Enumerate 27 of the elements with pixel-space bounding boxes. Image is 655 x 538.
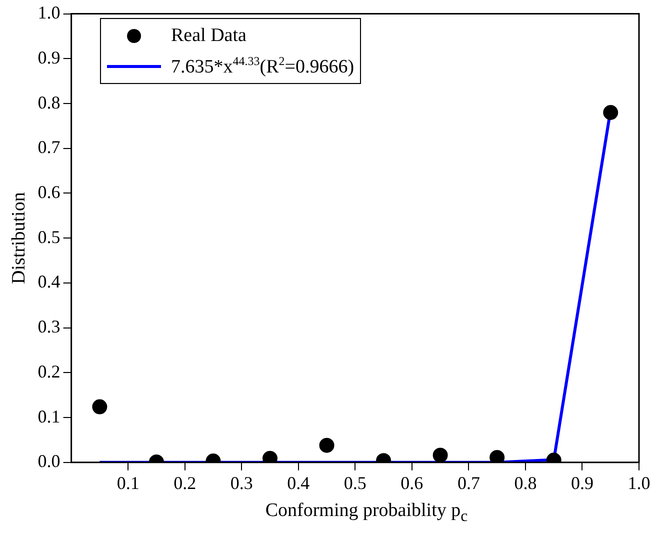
x-tick-label: 0.3 <box>230 472 253 493</box>
legend-label: Real Data <box>171 25 246 47</box>
y-axis-title: Distribution <box>8 192 30 284</box>
y-tick-label: 0.2 <box>38 361 60 382</box>
y-tick-label: 0.7 <box>38 137 60 158</box>
x-tick-label: 0.2 <box>174 472 196 493</box>
y-tick-label: 0.4 <box>38 272 60 292</box>
y-tick-label: 0.8 <box>38 92 60 112</box>
x-axis-title: Conforming probaiblity p$_{c}$ <box>264 500 469 526</box>
x-tick-label: 0.9 <box>570 472 594 493</box>
x-tick-label: 0.6 <box>400 472 424 493</box>
x-tick-label: 1.0 <box>628 472 650 493</box>
x-tick-label: 0.4 <box>287 472 310 493</box>
y-tick-label: 0.0 <box>38 451 60 472</box>
x-tick-label: 0.8 <box>514 472 537 493</box>
point <box>490 450 505 462</box>
x-tick-label: 0.7 <box>457 472 480 493</box>
y-tick-label: 0.1 <box>38 406 60 426</box>
y-tick-label: 0.9 <box>38 47 60 68</box>
y-tick-label: 0.5 <box>38 226 60 247</box>
x-tick-label: 0.1 <box>116 472 140 493</box>
y-tick-label: 0.3 <box>38 316 60 337</box>
y-tick-label: 0.6 <box>38 182 60 202</box>
legend-label: 7.635*x$^{44.33}$(R$^{2}$=0.9666) <box>171 54 354 78</box>
y-tick-label: 1.0 <box>38 2 60 23</box>
x-tick-label: 0.5 <box>344 472 366 493</box>
point <box>603 104 618 120</box>
